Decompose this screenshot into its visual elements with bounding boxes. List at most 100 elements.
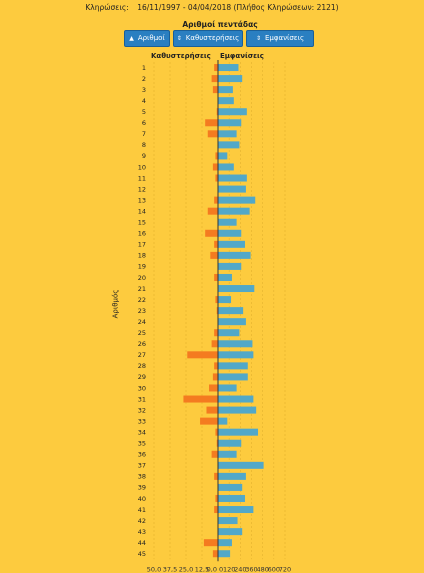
appearance-bar — [218, 240, 245, 248]
category-label: 9 — [142, 152, 146, 160]
category-label: 22 — [138, 296, 146, 304]
sort-numbers-label: Αριθμοί — [137, 34, 165, 42]
appearance-bar — [218, 395, 254, 403]
appearance-bar — [218, 152, 228, 160]
appearance-bar — [218, 163, 234, 171]
appearance-bar — [218, 483, 243, 491]
appearance-bar — [218, 141, 240, 149]
category-label: 13 — [138, 196, 146, 204]
appearance-bar — [218, 196, 256, 204]
category-label: 16 — [138, 230, 146, 238]
delay-bar — [200, 417, 218, 425]
category-label: 20 — [138, 274, 146, 282]
arrow-up-icon: ▲ — [129, 35, 134, 42]
right-axis-tick-label: 720 — [279, 565, 291, 573]
category-label: 28 — [138, 362, 146, 370]
draws-label: Κληρώσεις: — [85, 3, 129, 12]
delay-bar — [210, 251, 218, 259]
appearance-bar — [218, 174, 247, 182]
appearance-bar — [218, 373, 248, 381]
category-label: 18 — [138, 252, 146, 260]
category-label: 4 — [142, 97, 146, 105]
appearance-bar — [218, 229, 242, 237]
delay-bar — [212, 86, 218, 94]
appearance-bar — [218, 351, 254, 359]
delay-bar — [206, 406, 218, 414]
appearance-bar — [218, 550, 231, 558]
appearance-bar — [218, 273, 232, 281]
delays-column-label: Καθυστερήσεις — [151, 52, 211, 60]
category-label: 38 — [138, 473, 146, 481]
category-label: 37 — [138, 462, 146, 470]
category-label: 25 — [138, 329, 146, 337]
category-label: 8 — [142, 141, 146, 149]
left-axis-tick-label: 37,5 — [163, 565, 177, 573]
category-label: 31 — [138, 395, 146, 403]
sort-delays-button[interactable]: ⇕ Καθυστερήσεις — [173, 30, 243, 47]
sort-delays-label: Καθυστερήσεις — [185, 34, 240, 42]
delay-bar — [214, 273, 218, 281]
right-axis-tick-label: 0 — [219, 565, 223, 573]
delay-bar — [203, 539, 218, 547]
right-axis-tick-label: 600 — [268, 565, 280, 573]
category-label: 29 — [138, 373, 146, 381]
category-label: 35 — [138, 440, 146, 448]
arrow-updown-icon: ⇕ — [176, 35, 182, 42]
appearance-bar — [218, 97, 234, 105]
delay-bar — [183, 395, 218, 403]
appearance-bar — [218, 307, 244, 315]
delay-bar — [205, 229, 218, 237]
delay-bar — [211, 340, 218, 348]
delay-bar — [212, 373, 218, 381]
appearance-bar — [218, 296, 232, 304]
appearance-bar — [218, 285, 255, 293]
appearance-bar — [218, 119, 242, 127]
appearance-bar — [218, 494, 245, 502]
category-label: 2 — [142, 75, 146, 83]
appearance-bar — [218, 130, 237, 138]
sort-numbers-button[interactable]: ▲ Αριθμοί — [124, 30, 170, 47]
right-axis-tick-label: 480 — [256, 565, 268, 573]
right-axis-tick-label: 360 — [245, 565, 257, 573]
category-label: 21 — [138, 285, 146, 293]
category-label: 15 — [138, 219, 146, 227]
delay-bar — [205, 119, 218, 127]
delay-bar — [214, 240, 218, 248]
delay-bar — [214, 472, 218, 480]
category-label: 24 — [138, 318, 146, 326]
delay-bar — [215, 152, 218, 160]
date-range: 16/11/1997 - 04/04/2018 — [137, 3, 232, 12]
category-label: 10 — [138, 163, 146, 171]
category-label: 33 — [138, 417, 146, 425]
right-axis-tick-label: 240 — [234, 565, 246, 573]
right-axis-tick-label: 120 — [223, 565, 235, 573]
delay-bar — [214, 64, 218, 72]
sort-appearances-label: Εμφανίσεις — [264, 34, 305, 42]
chart-subtitle: Αριθμοί πεντάδας — [182, 20, 258, 29]
category-label: 40 — [138, 495, 146, 503]
appearance-bar — [218, 218, 237, 226]
category-label: 44 — [138, 539, 146, 547]
appearance-bar — [218, 64, 239, 72]
draw-count: (Πλήθος Κληρώσεων: 2121) — [233, 3, 339, 12]
category-label: 43 — [138, 528, 146, 536]
appearance-bar — [218, 506, 254, 514]
delay-bar — [207, 130, 218, 138]
appearance-bar — [218, 439, 242, 447]
left-axis-tick-label: 50,0 — [147, 565, 161, 573]
draws-header: Κληρώσεις: 16/11/1997 - 04/04/2018 (Πλήθ… — [0, 3, 424, 12]
left-axis-tick-label: 25,0 — [179, 565, 193, 573]
appearances-column-label: Εμφανίσεις — [220, 52, 264, 60]
delay-bar — [214, 506, 218, 514]
appearance-bar — [218, 450, 237, 458]
appearance-bar — [218, 528, 243, 536]
appearance-bar — [218, 472, 246, 480]
appearance-bar — [218, 262, 242, 270]
appearance-bar — [218, 318, 246, 326]
appearance-bar — [218, 362, 248, 370]
appearance-bar — [218, 428, 259, 436]
category-label: 23 — [138, 307, 146, 315]
appearance-bar — [218, 185, 246, 193]
sort-appearances-button[interactable]: ⇕ Εμφανίσεις — [246, 30, 314, 47]
delay-bar — [187, 351, 218, 359]
